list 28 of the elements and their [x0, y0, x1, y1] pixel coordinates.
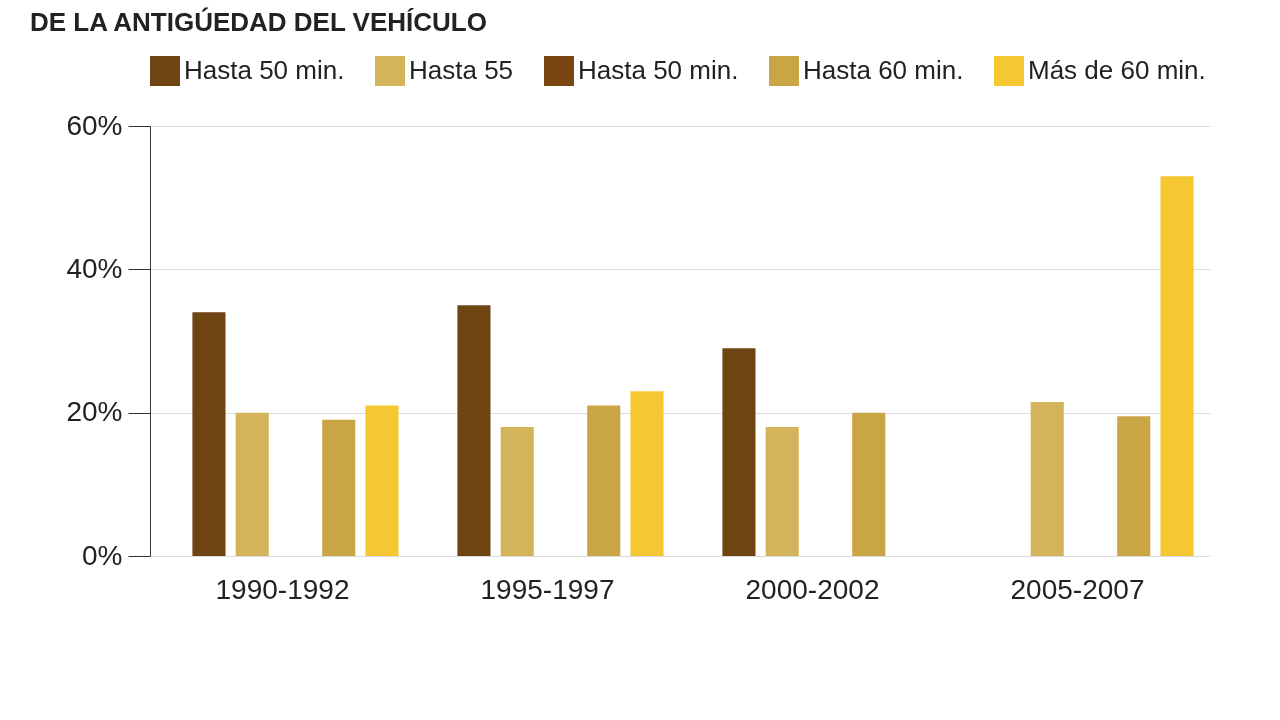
chart-title: DE LA ANTIGÚEDAD DEL VEHÍCULO	[30, 7, 487, 37]
x-tick-label: 2005-2007	[1010, 573, 1145, 605]
x-tick-label: 1990-1992	[215, 573, 350, 605]
x-tick-label: 1995-1997	[480, 573, 615, 605]
legend-label: Hasta 60 min.	[803, 55, 964, 85]
bar	[765, 427, 799, 556]
bar	[192, 312, 226, 556]
legend-label: Más de 60 min.	[1028, 55, 1206, 85]
bar	[322, 419, 356, 556]
legend-label: Hasta 50 min.	[578, 55, 739, 85]
y-tick-label: 40%	[66, 252, 123, 284]
bar	[587, 405, 621, 556]
bar	[722, 348, 756, 556]
y-tick-label: 20%	[66, 396, 123, 428]
bar	[457, 305, 491, 556]
bar	[1030, 401, 1064, 556]
bar	[500, 427, 534, 556]
x-tick-label: 2000-2002	[745, 573, 880, 605]
bar	[365, 405, 399, 556]
legend-label: Hasta 50 min.	[184, 55, 345, 85]
y-tick-label: 0%	[82, 539, 123, 571]
bar	[235, 412, 269, 556]
legend-label: Hasta 55	[409, 55, 514, 85]
y-tick-label: 60%	[66, 109, 123, 141]
bar	[1117, 416, 1151, 556]
bar	[1160, 176, 1194, 556]
bar	[852, 412, 886, 556]
bar	[630, 391, 664, 556]
